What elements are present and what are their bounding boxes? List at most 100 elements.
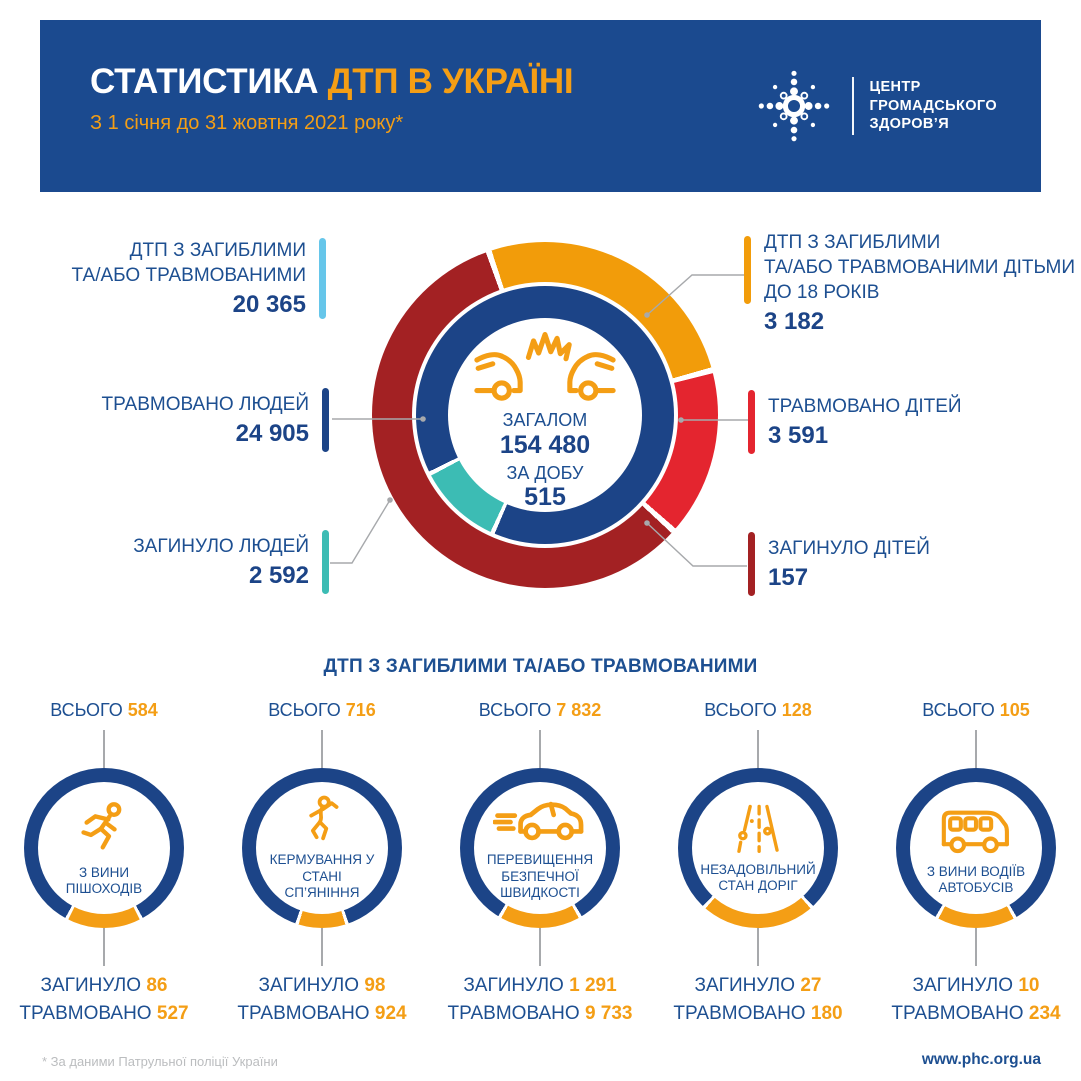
accent-bar-blue — [322, 388, 329, 452]
callout-children-accidents: ДТП З ЗАГИБЛИМИ ТА/АБО ТРАВМОВАНИМИ ДІТЬ… — [744, 230, 1075, 336]
cause-label: З ВИНИ ПІШОХОДІВ — [65, 864, 143, 896]
total-label: ВСЬОГО — [478, 700, 552, 720]
total-row: ВСЬОГО 584 — [50, 700, 158, 721]
callout-label: ЗАГИНУЛО ДІТЕЙ — [768, 537, 930, 559]
phc-logo: ЦЕНТР ГРОМАДСЬКОГО ЗДОРОВ’Я — [751, 63, 997, 149]
connector-line — [757, 928, 759, 966]
died-value: 10 — [1018, 975, 1040, 996]
cause-ring: КЕРМУВАННЯ У СТАНІ СП’ЯНІННЯ — [242, 768, 402, 928]
accent-bar-red — [748, 390, 755, 454]
website-link[interactable]: www.phc.org.ua — [921, 1051, 1041, 1068]
cause-label: НЕЗАДОВІЛЬНИЙ СТАН ДОРІГ — [700, 861, 816, 893]
callout-text: ЗАГИНУЛО ЛЮДЕЙ 2 592 — [133, 530, 309, 594]
accent-bar-dark-red — [748, 532, 755, 596]
callout-value: 24 905 — [235, 420, 309, 448]
died-row: ЗАГИНУЛО 98 — [237, 972, 406, 1000]
injured-row: ТРАВМОВАНО 180 — [673, 1000, 842, 1028]
accent-bar-teal — [322, 530, 329, 594]
total-label: ВСЬОГО — [50, 700, 123, 720]
injured-label: ТРАВМОВАНО — [891, 1002, 1024, 1024]
cause-ring: З ВИНИ ПІШОХОДІВ — [24, 768, 184, 928]
phc-logo-icon — [759, 70, 830, 142]
cause-label: ПЕРЕВИЩЕННЯ БЕЗПЕЧНОЇ ШВИДКОСТІ — [486, 852, 594, 901]
page-title: СТАТИСТИКА ДТП В УКРАЇНІ — [90, 62, 574, 102]
total-row: ВСЬОГО 7 832 — [479, 700, 602, 721]
cause-item-drunk-driving: ВСЬОГО 716 КЕРМУВАННЯ У СТАНІ СП’ЯНІННЯ … — [216, 700, 428, 1027]
injured-row: ТРАВМОВАНО 9 733 — [447, 1000, 632, 1028]
cause-item-pedestrians: ВСЬОГО 584 З ВИНИ ПІШОХОДІВ ЗАГИНУЛО 86 … — [0, 700, 210, 1027]
callout-people-died: ЗАГИНУЛО ЛЮДЕЙ 2 592 — [133, 530, 329, 594]
callout-text: ДТП З ЗАГИБЛИМИ ТА/АБО ТРАВМОВАНИМИ ДІТЬ… — [764, 230, 1075, 336]
donut-daily-value: 515 — [524, 483, 566, 512]
cause-item-speeding: ВСЬОГО 7 832 ПЕРЕВИЩЕННЯ БЕЗПЕЧНОЇ ШВИДК… — [434, 700, 646, 1027]
callout-accidents-total: ДТП З ЗАГИБЛИМИ ТА/АБО ТРАВМОВАНИМИ 20 3… — [72, 238, 326, 320]
callout-label: ДТП З ЗАГИБЛИМИ ТА/АБО ТРАВМОВАНИМИ ДІТЬ… — [764, 232, 1076, 304]
callout-children-died: ЗАГИНУЛО ДІТЕЙ 157 — [748, 532, 930, 596]
bus-icon — [941, 810, 1009, 853]
callout-label: ЗАГИНУЛО ЛЮДЕЙ — [133, 535, 309, 557]
injured-row: ТРАВМОВАНО 234 — [891, 1000, 1060, 1028]
total-value: 128 — [781, 700, 812, 720]
donut-daily-label: ЗА ДОБУ — [506, 462, 584, 483]
connector-line — [103, 730, 105, 768]
pedestrian-icon — [81, 801, 122, 850]
page-title-orange: ДТП В УКРАЇНІ — [327, 62, 574, 101]
callout-children-injured: ТРАВМОВАНО ДІТЕЙ 3 591 — [748, 390, 962, 454]
injured-label: ТРАВМОВАНО — [447, 1002, 580, 1024]
connector-line — [975, 928, 977, 966]
cause-stats: ЗАГИНУЛО 10 ТРАВМОВАНО 234 — [891, 972, 1060, 1027]
logo-text: ЦЕНТР ГРОМАДСЬКОГО ЗДОРОВ’Я — [869, 78, 997, 133]
died-value: 27 — [800, 975, 822, 996]
total-label: ВСЬОГО — [704, 700, 777, 720]
injured-row: ТРАВМОВАНО 924 — [237, 1000, 406, 1028]
died-label: ЗАГИНУЛО — [694, 975, 796, 996]
donut-chart: ЗАГАЛОМ 154 480 ЗА ДОБУ 515 — [372, 242, 718, 588]
died-row: ЗАГИНУЛО 1 291 — [447, 972, 632, 1000]
injured-label: ТРАВМОВАНО — [673, 1002, 806, 1024]
callout-text: ТРАВМОВАНО ДІТЕЙ 3 591 — [768, 390, 962, 454]
callout-value: 3 182 — [764, 308, 825, 336]
died-label: ЗАГИНУЛО — [912, 975, 1014, 996]
callout-value: 3 591 — [768, 422, 829, 450]
connector-line — [539, 928, 541, 966]
injured-label: ТРАВМОВАНО — [19, 1002, 152, 1024]
injured-value: 924 — [374, 1002, 407, 1024]
speeding-car-icon — [493, 802, 584, 841]
cause-ring-center: НЕЗАДОВІЛЬНИЙ СТАН ДОРІГ — [692, 782, 824, 914]
injured-row: ТРАВМОВАНО 527 — [19, 1000, 188, 1028]
connector-line — [539, 730, 541, 768]
died-row: ЗАГИНУЛО 27 — [673, 972, 842, 1000]
accent-bar-orange — [744, 236, 751, 304]
cause-item-bad-roads: ВСЬОГО 128 НЕЗАДОВІЛЬНИЙ СТАН ДОРІГ ЗАГИ… — [652, 700, 864, 1027]
died-row: ЗАГИНУЛО 86 — [19, 972, 188, 1000]
total-label: ВСЬОГО — [268, 700, 341, 720]
total-value: 716 — [345, 700, 376, 720]
callout-value: 157 — [768, 564, 809, 592]
cause-ring: ПЕРЕВИЩЕННЯ БЕЗПЕЧНОЇ ШВИДКОСТІ — [460, 768, 620, 928]
total-row: ВСЬОГО 128 — [704, 700, 812, 721]
injured-value: 527 — [156, 1002, 189, 1024]
total-row: ВСЬОГО 105 — [922, 700, 1030, 721]
died-label: ЗАГИНУЛО — [463, 975, 564, 996]
died-value: 86 — [146, 975, 168, 996]
bad-road-icon — [737, 804, 779, 853]
callout-value: 2 592 — [248, 562, 309, 590]
died-value: 1 291 — [569, 975, 617, 996]
page-title-white: СТАТИСТИКА — [90, 62, 319, 101]
page-subtitle: З 1 січня до 31 жовтня 2021 року* — [90, 112, 404, 134]
total-value: 7 832 — [556, 700, 602, 720]
cause-label: КЕРМУВАННЯ У СТАНІ СП’ЯНІННЯ — [269, 852, 375, 901]
callout-value: 20 365 — [232, 291, 306, 319]
callout-label: ТРАВМОВАНО ЛЮДЕЙ — [101, 393, 309, 415]
cause-item-bus-drivers: ВСЬОГО 105 З ВИНИ ВОДІЇВ АВТОБУСІВ ЗАГИН… — [870, 700, 1081, 1027]
cause-ring: З ВИНИ ВОДІЇВ АВТОБУСІВ — [896, 768, 1056, 928]
connector-line — [103, 928, 105, 966]
cause-ring: НЕЗАДОВІЛЬНИЙ СТАН ДОРІГ — [678, 768, 838, 928]
total-row: ВСЬОГО 716 — [268, 700, 376, 721]
accent-bar-light-blue — [319, 238, 326, 320]
connector-line — [975, 730, 977, 768]
donut-total-label: ЗАГАЛОМ — [502, 410, 588, 431]
injured-value: 9 733 — [584, 1002, 633, 1024]
drunk-driving-icon — [309, 795, 339, 841]
total-label: ВСЬОГО — [922, 700, 995, 720]
